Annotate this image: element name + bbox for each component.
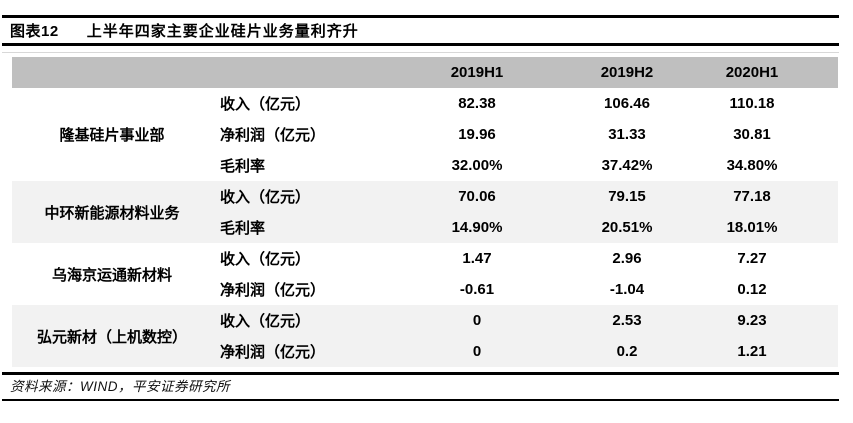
value-cell: 19.96: [458, 126, 496, 143]
value-cell: 7.27: [737, 250, 767, 267]
figure-title-text: 上半年四家主要企业硅片业务量利齐升: [86, 23, 359, 40]
corner-header-2: [212, 57, 402, 88]
metric-cell: 毛利率: [220, 158, 266, 175]
divider-bottom: [2, 399, 839, 401]
value-cell: 0: [402, 336, 552, 367]
period-header: 2019H2: [552, 57, 702, 88]
metric-cell: 收入（亿元）: [212, 181, 402, 212]
value-cell: 0.2: [552, 336, 702, 367]
group-jingyuntong: 乌海京运通新材料 收入（亿元） 1.47 2.96 7.27 净利润（亿元） -…: [12, 243, 838, 305]
divider-title-bottom: [2, 43, 839, 46]
source-note: 资料来源：WIND，平安证券研究所: [10, 379, 230, 394]
value-cell: 2.53: [552, 305, 702, 336]
value-cell: 2.96: [612, 250, 642, 267]
metric-cell: 净利润（亿元）: [220, 127, 326, 144]
value-cell: 79.15: [552, 181, 702, 212]
value-cell: 18.01%: [702, 212, 838, 243]
data-table: 2019H1 2019H2 2020H1 隆基硅片事业部 收入（亿元） 82.3…: [12, 57, 838, 367]
value-cell: 31.33: [608, 126, 646, 143]
table-row: 乌海京运通新材料 收入（亿元） 1.47 2.96 7.27: [12, 243, 838, 284]
metric-cell: 净利润（亿元）: [220, 282, 326, 299]
table-row: 弘元新材（上机数控） 收入（亿元） 0 2.53 9.23: [12, 305, 838, 367]
corner-header: [12, 57, 212, 88]
value-cell: 34.80%: [726, 157, 778, 174]
table-row: 毛利率 14.90% 20.51% 18.01%: [12, 212, 838, 243]
value-cell: 110.18: [729, 95, 775, 112]
table-row: 净利润（亿元） -0.61 -1.04 0.12: [12, 274, 838, 305]
report-figure: 图表12 上半年四家主要企业硅片业务量利齐升 2019H1 2019H2 202…: [2, 15, 839, 401]
company-cell: 弘元新材（上机数控）: [12, 305, 212, 367]
value-cell: 106.46: [604, 95, 650, 112]
value-cell: 82.38: [458, 95, 496, 112]
value-cell: 0: [402, 305, 552, 336]
value-cell: 9.23: [702, 305, 838, 336]
metric-cell: 毛利率: [212, 212, 402, 243]
figure-number: 图表12: [10, 23, 59, 40]
header-row: 2019H1 2019H2 2020H1: [12, 57, 838, 88]
value-cell: 70.06: [402, 181, 552, 212]
group-zhonghuan: 中环新能源材料业务 收入（亿元） 70.06 79.15 77.18 毛利率 1…: [12, 181, 838, 243]
divider-footer-top: [2, 372, 839, 375]
table-row: 净利润（亿元） 19.96 31.33 30.81: [12, 119, 838, 150]
value-cell: 0.12: [737, 281, 767, 298]
metric-cell: 净利润（亿元）: [212, 336, 402, 367]
group-hongyuan: 弘元新材（上机数控） 收入（亿元） 0 2.53 9.23 净利润（亿元） 0 …: [12, 305, 838, 367]
company-cell: 乌海京运通新材料: [51, 266, 172, 284]
metric-cell: 收入（亿元）: [220, 96, 311, 113]
value-cell: 20.51%: [552, 212, 702, 243]
value-cell: 32.00%: [451, 157, 503, 174]
period-header: 2019H1: [402, 57, 552, 88]
value-cell: 1.21: [702, 336, 838, 367]
table-zone: 2019H1 2019H2 2020H1 隆基硅片事业部 收入（亿元） 82.3…: [2, 52, 839, 367]
metric-cell: 收入（亿元）: [220, 251, 311, 268]
table-row: 净利润（亿元） 0 0.2 1.21: [12, 336, 838, 367]
group-longi: 隆基硅片事业部 收入（亿元） 82.38 106.46 110.18 净利润（亿…: [12, 88, 838, 181]
value-cell: -1.04: [609, 281, 645, 298]
value-cell: -0.61: [459, 281, 495, 298]
metric-cell: 收入（亿元）: [212, 305, 402, 336]
value-cell: 30.81: [733, 126, 771, 143]
value-cell: 77.18: [702, 181, 838, 212]
table-row: 毛利率 32.00% 37.42% 34.80%: [12, 150, 838, 181]
divider-top: [2, 15, 839, 18]
period-header: 2020H1: [702, 57, 838, 88]
company-cell: 隆基硅片事业部: [59, 127, 165, 144]
figure-title: 图表12 上半年四家主要企业硅片业务量利齐升: [2, 18, 839, 43]
value-cell: 14.90%: [402, 212, 552, 243]
value-cell: 37.42%: [601, 157, 653, 174]
table-row: 中环新能源材料业务 收入（亿元） 70.06 79.15 77.18: [12, 181, 838, 243]
table-row: 隆基硅片事业部 收入（亿元） 82.38 106.46 110.18: [12, 88, 838, 144]
company-cell: 中环新能源材料业务: [12, 181, 212, 243]
value-cell: 1.47: [462, 250, 492, 267]
